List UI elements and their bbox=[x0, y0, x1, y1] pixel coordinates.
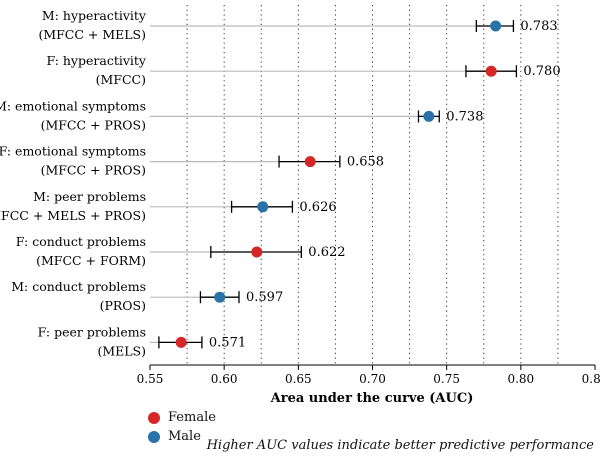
value-label: 0.622 bbox=[308, 245, 345, 260]
legend-item-female: Female bbox=[148, 408, 216, 427]
point-male bbox=[490, 20, 502, 32]
legend: Female Male bbox=[148, 408, 216, 446]
x-tick-label: 0.85 bbox=[582, 372, 600, 386]
row-label-model: (MELS) bbox=[97, 343, 146, 358]
point-female bbox=[485, 65, 497, 77]
row-label-model: (PROS) bbox=[100, 298, 146, 313]
x-tick-label: 0.75 bbox=[433, 372, 460, 386]
x-axis-title: Area under the curve (AUC) bbox=[270, 391, 474, 406]
value-label: 0.597 bbox=[246, 290, 283, 305]
x-tick-label: 0.80 bbox=[507, 372, 534, 386]
value-label: 0.783 bbox=[520, 19, 557, 34]
value-label: 0.626 bbox=[299, 200, 336, 215]
point-female bbox=[304, 156, 316, 168]
x-tick-label: 0.70 bbox=[359, 372, 386, 386]
data-marks: 0.783 0.780 0.738 0.658 0.626 0.622 0.597 0.571 bbox=[150, 19, 561, 350]
grid-lines bbox=[186, 5, 559, 365]
legend-swatch-female bbox=[148, 411, 160, 424]
row-label-title: M: conduct problems bbox=[11, 279, 146, 294]
row-label-model: (MFCC + PROS) bbox=[41, 117, 146, 132]
row-labels: M: hyperactivity (MFCC + MELS) F: hyperact… bbox=[0, 8, 147, 358]
row-label-title: M: emotional symptoms bbox=[0, 98, 146, 113]
x-axis-ticks: 0.55 0.60 0.65 0.70 0.75 0.80 0.85 bbox=[137, 365, 600, 386]
x-tick-label: 0.60 bbox=[211, 372, 238, 386]
legend-label-male: Male bbox=[168, 429, 201, 444]
row-label-title: F: peer problems bbox=[38, 324, 146, 339]
row-label-title: F: hyperactivity bbox=[46, 53, 146, 68]
point-male bbox=[423, 110, 435, 122]
row-label-title: F: conduct problems bbox=[16, 234, 146, 249]
legend-item-male: Male bbox=[148, 427, 216, 446]
value-label: 0.738 bbox=[446, 109, 483, 124]
value-label: 0.780 bbox=[523, 64, 560, 79]
point-female bbox=[175, 336, 187, 348]
row-label-title: F: emotional symptoms bbox=[0, 144, 146, 159]
value-label: 0.658 bbox=[347, 155, 384, 170]
row-label-title: M: hyperactivity bbox=[42, 8, 147, 23]
point-male bbox=[214, 291, 226, 303]
footnote: Higher AUC values indicate better predic… bbox=[206, 438, 594, 453]
point-female bbox=[251, 246, 263, 258]
x-tick-label: 0.55 bbox=[137, 372, 164, 386]
x-tick-label: 0.65 bbox=[285, 372, 312, 386]
row-label-model: (MFCC + MELS + PROS) bbox=[0, 208, 146, 223]
point-male bbox=[257, 201, 269, 213]
row-label-model: (MFCC + FORM) bbox=[36, 253, 146, 268]
row-label-model: (MFCC) bbox=[96, 72, 146, 87]
legend-swatch-male bbox=[148, 430, 160, 443]
row-label-title: M: peer problems bbox=[33, 189, 146, 204]
value-label: 0.571 bbox=[209, 335, 246, 350]
row-label-model: (MFCC + MELS) bbox=[38, 27, 146, 42]
row-label-model: (MFCC + PROS) bbox=[41, 163, 146, 178]
legend-label-female: Female bbox=[168, 410, 216, 425]
